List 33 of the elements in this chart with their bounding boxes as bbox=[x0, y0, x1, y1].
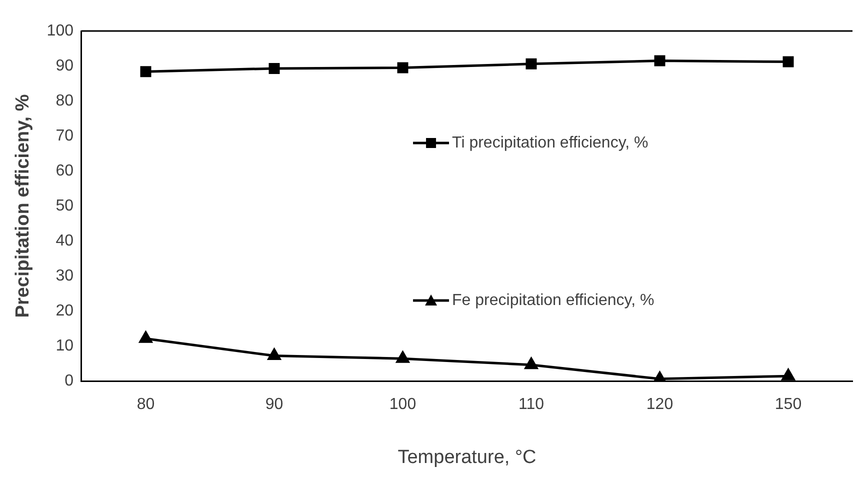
y-tick-label: 30 bbox=[56, 267, 74, 284]
point bbox=[782, 56, 794, 68]
point bbox=[268, 348, 281, 360]
legend-label: Ti precipitation efficiency, % bbox=[452, 134, 648, 152]
point bbox=[654, 55, 666, 66]
point bbox=[268, 62, 280, 74]
x-tick-label: 100 bbox=[389, 396, 416, 414]
y-tick-label: 10 bbox=[56, 337, 74, 354]
x-axis-title: Temperature, °C bbox=[398, 446, 536, 468]
point bbox=[140, 66, 152, 78]
y-tick-label: 40 bbox=[56, 232, 74, 250]
x-tick-label: 120 bbox=[646, 396, 674, 414]
y-tick-label: 90 bbox=[56, 57, 74, 74]
point bbox=[524, 358, 538, 370]
y-tick-label: 60 bbox=[56, 162, 74, 180]
y-tick-label: 70 bbox=[56, 127, 74, 144]
point bbox=[653, 372, 666, 381]
x-tick-label: 90 bbox=[265, 396, 284, 414]
y-axis-title: Precipitation efficieny, % bbox=[12, 94, 34, 318]
y-tick-label: 50 bbox=[56, 197, 74, 214]
x-tick-label: 80 bbox=[136, 396, 155, 414]
point bbox=[526, 58, 537, 70]
y-tick-label: 20 bbox=[56, 302, 74, 320]
x-tick-label: 150 bbox=[774, 396, 802, 414]
x-tick-label: 110 bbox=[518, 396, 544, 414]
y-tick-label: 0 bbox=[64, 372, 74, 390]
legend-label: Fe precipitation efficiency, % bbox=[452, 292, 654, 309]
point bbox=[397, 62, 408, 74]
y-tick-label: 100 bbox=[46, 22, 74, 40]
point bbox=[396, 351, 410, 363]
y-tick-label: 80 bbox=[56, 92, 74, 110]
point bbox=[782, 368, 795, 380]
point bbox=[139, 331, 152, 343]
